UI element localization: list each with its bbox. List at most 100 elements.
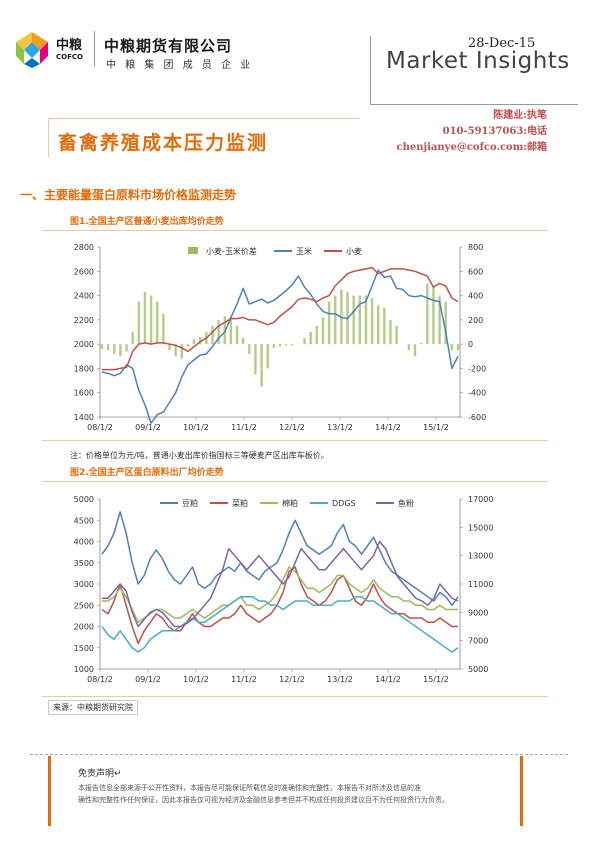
divider: [42, 230, 548, 231]
figure-2-title: 图2.全国主产区蛋白原料出厂均价走势: [70, 468, 224, 478]
y-tick-label: 5000: [74, 495, 94, 504]
series-line-菜粕: [101, 566, 458, 645]
bar-小麦-玉米价差: [106, 344, 110, 351]
logo-mark-cn: 中粮: [56, 38, 83, 53]
series-line-豆粕: [101, 511, 459, 607]
x-tick-label: 10/1/2: [183, 675, 209, 684]
bar-小麦-玉米价差: [321, 317, 325, 345]
bar-小麦-玉米价差: [192, 339, 196, 345]
legend-label: DDGS: [332, 499, 356, 508]
bar-小麦-玉米价差: [235, 325, 239, 345]
y2-tick-label: -600: [468, 413, 486, 422]
divider: [42, 696, 548, 697]
logo-divider: [94, 31, 95, 67]
bar-小麦-玉米价差: [291, 344, 294, 346]
y2-tick-label: 800: [468, 243, 483, 252]
bar-小麦-玉米价差: [284, 344, 288, 346]
y2-tick-label: 17000: [468, 495, 493, 504]
bar-小麦-玉米价差: [364, 295, 368, 345]
logo-mark-en: COFCO: [56, 53, 83, 61]
series-line-鱼粉: [102, 540, 459, 628]
x-tick-label: 11/1/2: [231, 675, 257, 684]
bar-小麦-玉米价差: [334, 295, 337, 345]
header-hline: [370, 104, 578, 105]
bar-小麦-玉米价差: [149, 295, 153, 345]
legend-label: 菜粕: [232, 498, 248, 508]
bar-小麦-玉米价差: [119, 344, 122, 357]
y2-tick-label: -200: [468, 364, 486, 373]
bar-小麦-玉米价差: [419, 342, 423, 345]
x-tick-label: 14/1/2: [375, 675, 401, 684]
x-tick-label: 12/1/2: [279, 423, 305, 432]
bar-小麦-玉米价差: [383, 307, 386, 345]
bar-小麦-玉米价差: [156, 301, 159, 345]
y2-tick-label: 600: [468, 267, 483, 276]
y2-tick-label: 15000: [468, 523, 493, 532]
bar-小麦-玉米价差: [450, 344, 454, 351]
y-tick-label: 2400: [74, 292, 94, 301]
y2-tick-label: 11000: [468, 580, 493, 589]
bar-小麦-玉米价差: [377, 305, 380, 345]
bar-小麦-玉米价差: [125, 344, 128, 352]
bar-小麦-玉米价差: [162, 313, 165, 345]
bar-小麦-玉米价差: [358, 295, 361, 345]
bar-小麦-玉米价差: [395, 325, 398, 345]
bar-小麦-玉米价差: [180, 344, 183, 359]
bar-小麦-玉米价差: [438, 295, 441, 345]
series-line-棉粕: [102, 566, 458, 624]
x-tick-label: 13/1/2: [327, 423, 353, 432]
y2-tick-label: 400: [468, 292, 483, 301]
bar-小麦-玉米价差: [254, 344, 257, 375]
y2-tick-label: -400: [468, 389, 486, 398]
company-name: 中粮期货有限公司: [104, 37, 233, 55]
report-title: 畜禽养殖成本压力监测: [58, 132, 269, 154]
legend-label: 玉米: [296, 246, 312, 256]
bar-小麦-玉米价差: [278, 344, 282, 347]
bar-小麦-玉米价差: [229, 316, 233, 345]
disclaimer-line-1: 本报告信息全部来源于公开性资料，本报告尽可能保证所载信息的准确性和完整性，本报告…: [78, 784, 421, 792]
x-tick-label: 08/1/2: [87, 675, 113, 684]
y-tick-label: 1400: [74, 413, 94, 422]
author: 陈建业:执笔: [493, 110, 547, 121]
bar-小麦-玉米价差: [100, 344, 104, 349]
header-vline: [370, 36, 371, 104]
x-tick-label: 10/1/2: [183, 423, 209, 432]
legend-label: 小麦-玉米价差: [206, 246, 257, 256]
market-insights-logo: Market Insights: [386, 48, 570, 74]
source-note: 来源：中粮期货研究院: [48, 700, 138, 715]
disclaimer-heading: 免责声明↵: [78, 769, 122, 779]
report-date: 28-Dec-15: [468, 36, 536, 51]
bar-小麦-玉米价差: [260, 344, 263, 387]
bar-小麦-玉米价差: [186, 344, 190, 347]
y-tick-label: 2000: [74, 623, 94, 632]
x-tick-label: 15/1/2: [423, 675, 449, 684]
bar-小麦-玉米价差: [352, 295, 355, 345]
y-tick-label: 2800: [74, 243, 94, 252]
bar-小麦-玉米价差: [137, 301, 141, 345]
bar-小麦-玉米价差: [211, 325, 214, 345]
y2-tick-label: 9000: [468, 608, 488, 617]
bar-小麦-玉米价差: [217, 319, 220, 345]
y-tick-label: 1500: [74, 644, 94, 653]
disclaimer-line-2: 确性和完整性作任何保证，因此本报告仅可视为经济及金融信息参考但并不构成任何投资建…: [78, 796, 449, 804]
y2-tick-label: 13000: [468, 552, 493, 561]
email[interactable]: chenjianye@cofco.com:邮箱: [396, 142, 548, 153]
cofco-logo-icon: [16, 32, 48, 68]
y-tick-label: 2000: [74, 340, 94, 349]
y2-tick-label: 0: [468, 340, 473, 349]
x-tick-label: 12/1/2: [279, 675, 305, 684]
bar-小麦-玉米价差: [370, 298, 374, 345]
bar-小麦-玉米价差: [389, 319, 392, 345]
bar-小麦-玉米价差: [303, 338, 306, 345]
phone: 010-59137063:电话: [442, 126, 547, 137]
disclaimer-top-line: [30, 754, 568, 756]
chart-1: 14001600180020002200240026002800-600-400…: [74, 243, 487, 432]
y2-tick-label: 5000: [468, 665, 488, 674]
bar-小麦-玉米价差: [241, 338, 245, 345]
series-line-小麦: [102, 266, 459, 371]
bar-小麦-玉米价差: [131, 332, 134, 345]
legend-label: 鱼粉: [398, 498, 414, 508]
legend-swatch: [188, 247, 198, 254]
y-tick-label: 4500: [74, 516, 94, 525]
bar-小麦-玉米价差: [143, 291, 147, 345]
